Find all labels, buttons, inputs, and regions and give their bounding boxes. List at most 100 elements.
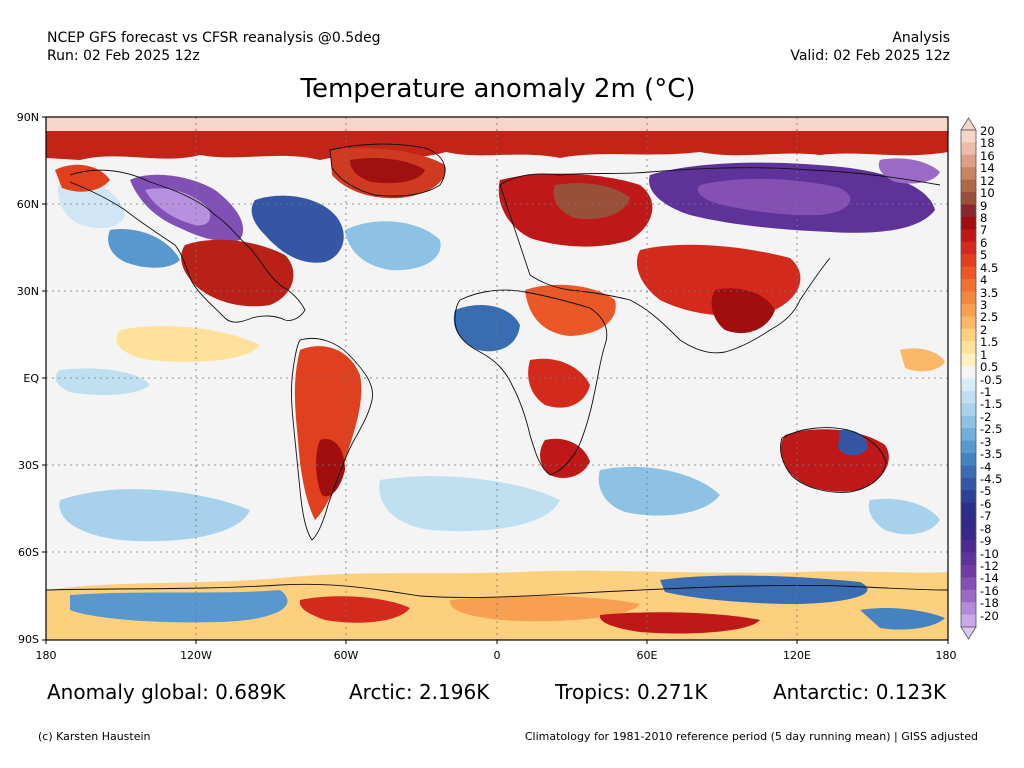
colorbar-swatch — [961, 254, 976, 268]
colorbar-label: 12 — [980, 173, 995, 188]
colorbar-label: -5 — [980, 484, 992, 499]
arctic-anomaly: Arctic: 2.196K — [349, 680, 490, 704]
colorbar-swatch — [961, 602, 976, 615]
colorbar-swatch — [961, 440, 976, 454]
colorbar-swatch — [961, 477, 976, 491]
south-america-coast — [291, 338, 373, 541]
colorbar-label: -16 — [980, 583, 999, 598]
colorbar-swatch — [961, 378, 976, 392]
greenland-coast — [329, 143, 446, 197]
colorbar-swatch — [961, 552, 976, 566]
antarctica-coast — [46, 583, 948, 598]
grid-lines — [46, 117, 948, 640]
colorbar-label: 18 — [980, 136, 995, 151]
colorbar-swatch — [961, 279, 976, 292]
colorbar-top-arrow — [960, 117, 977, 131]
colorbar-label: -2 — [980, 409, 992, 424]
global-anomaly: Anomaly global: 0.689K — [47, 680, 286, 704]
colorbar-swatch — [961, 577, 976, 591]
colorbar-label: 6 — [980, 235, 988, 250]
north-america-coast — [69, 169, 306, 323]
colorbar-swatch — [961, 229, 976, 243]
australia-coast — [780, 427, 887, 493]
colorbar-label: -6 — [980, 496, 992, 511]
west-africa-cold-anomaly — [453, 305, 520, 352]
colorbar-label: 14 — [980, 161, 995, 176]
colorbar-swatch — [961, 241, 976, 255]
colorbar-swatch — [961, 216, 976, 230]
colorbar-label: 5 — [980, 248, 988, 263]
colorbar-label: 20 — [980, 124, 995, 138]
colorbar-label: 16 — [980, 148, 995, 163]
run-time: Run: 02 Feb 2025 12z — [47, 48, 200, 64]
lat-label-30n: 30N — [16, 285, 39, 298]
colorbar-label: 3.5 — [980, 285, 999, 300]
colorbar-label: 7 — [980, 223, 988, 238]
colorbar-swatch — [961, 527, 976, 541]
colorbar-label: 9 — [980, 198, 988, 213]
colorbar-label: -18 — [980, 596, 999, 611]
colorbar-swatch — [961, 614, 976, 628]
colorbar-label: -2.5 — [980, 422, 1003, 437]
colorbar-label: -12 — [980, 558, 999, 573]
colorbar-swatch — [961, 179, 976, 193]
lat-label-60n: 60N — [16, 198, 39, 211]
arctic-warm-band — [46, 131, 948, 160]
lon-label-60e: 60E — [636, 649, 658, 662]
antarctic-anomaly: Antarctic: 0.123K — [773, 680, 947, 704]
copyright: (c) Karsten Haustein — [38, 730, 151, 743]
colorbar-swatch — [961, 167, 976, 181]
colorbar-swatch — [961, 490, 976, 504]
colorbar-bottom-arrow — [960, 626, 977, 640]
lon-label-120e: 120E — [783, 649, 811, 662]
colorbar-label: 0.5 — [980, 360, 999, 375]
colorbar-label: -8 — [980, 521, 992, 536]
lat-label-90n: 90N — [16, 111, 39, 124]
analysis-label: Analysis — [892, 30, 950, 46]
coastlines — [46, 143, 948, 598]
colorbar-label: 2 — [980, 322, 988, 337]
colorbar-label: -9 — [980, 534, 992, 548]
lon-label-0: 0 — [493, 649, 501, 662]
colorbar-swatch — [961, 316, 976, 330]
colorbar-label: 2.5 — [980, 310, 999, 325]
lon-label-180e: 180 — [935, 649, 957, 662]
colorbar-swatch — [961, 415, 976, 429]
lon-label-60w: 60W — [333, 649, 359, 662]
colorbar-label: -10 — [980, 546, 999, 561]
colorbar-swatch — [961, 341, 976, 355]
colorbar-label: -7 — [980, 509, 992, 524]
africa-coast — [454, 289, 608, 476]
colorbar-swatch — [961, 390, 976, 404]
colorbar-label: -3.5 — [980, 447, 1003, 462]
colorbar-label: -3 — [980, 434, 992, 449]
colorbar-swatch — [961, 453, 976, 466]
colorbar-swatch — [961, 266, 976, 280]
colorbar-label: -20 — [980, 608, 999, 623]
colorbar-swatch — [961, 465, 976, 479]
colorbar-swatch — [961, 291, 976, 305]
lat-label-eq: EQ — [23, 372, 39, 385]
lat-label-30s: 30S — [18, 459, 39, 472]
model-description: NCEP GFS forecast vs CFSR reanalysis @0.… — [47, 30, 381, 46]
map-title: Temperature anomaly 2m (°C) — [300, 74, 696, 104]
colorbar-label: 1 — [980, 347, 988, 362]
colorbar-label: 4.5 — [980, 260, 999, 275]
colorbar-swatch — [961, 502, 976, 516]
colorbar-swatch — [961, 303, 976, 317]
colorbar-swatch — [961, 366, 976, 379]
colorbar-label: -4 — [980, 459, 992, 474]
lon-label-120w: 120W — [180, 649, 212, 662]
colorbar-label: -1.5 — [980, 397, 1003, 412]
eurasia-coast — [499, 167, 941, 354]
lat-label-60s: 60S — [18, 546, 39, 559]
colorbar-swatch — [961, 353, 976, 367]
colorbar-swatch — [961, 130, 976, 143]
colorbar-label: 4 — [980, 273, 988, 288]
colorbar-label: -0.5 — [980, 372, 1003, 387]
colorbar-label: 1.5 — [980, 335, 999, 350]
colorbar-swatch — [961, 328, 976, 342]
axis-ticks — [42, 116, 949, 644]
